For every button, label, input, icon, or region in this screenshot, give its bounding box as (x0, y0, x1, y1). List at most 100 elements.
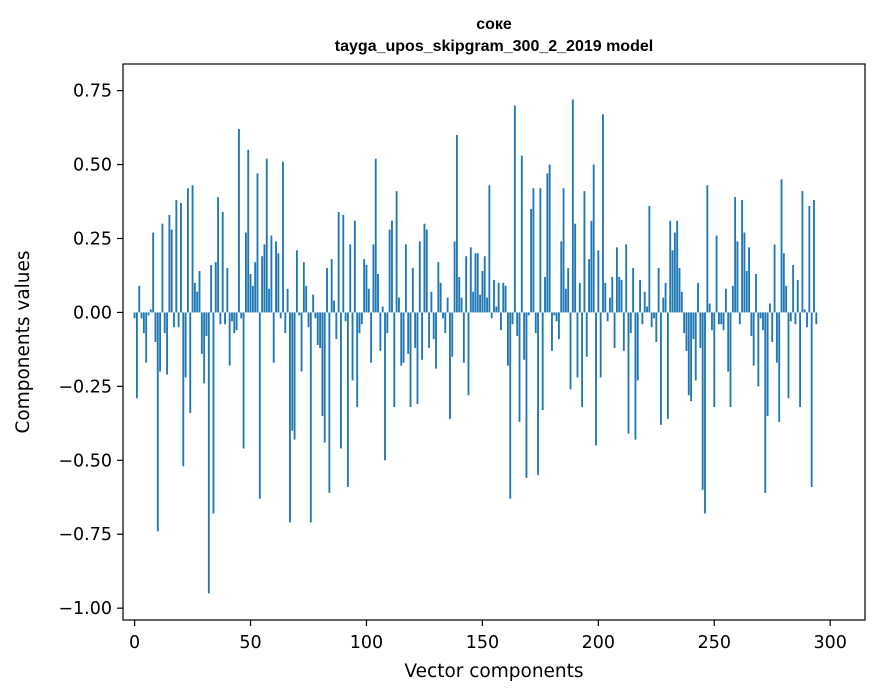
bar (555, 312, 558, 322)
bar (449, 312, 451, 419)
bar (231, 312, 233, 322)
bar (391, 220, 393, 313)
x-tick-label: 250 (698, 633, 731, 653)
bar (544, 276, 546, 313)
bar (444, 312, 447, 334)
bar (476, 253, 479, 313)
bar (152, 232, 155, 313)
bar (458, 276, 461, 313)
y-tick-label: −0.75 (58, 525, 112, 545)
bar (604, 282, 607, 313)
bar (367, 288, 370, 313)
bar (632, 268, 635, 313)
bar (210, 265, 213, 313)
bar (277, 253, 280, 313)
bar (395, 191, 398, 313)
bar (163, 312, 166, 334)
bar (511, 312, 514, 325)
bar (576, 312, 579, 378)
x-tick-label: 0 (129, 633, 140, 653)
bar (666, 312, 669, 419)
bar (541, 312, 544, 411)
bar (439, 282, 442, 313)
bar (715, 235, 718, 313)
bar (599, 312, 602, 378)
bar (437, 262, 440, 313)
bar (567, 268, 570, 313)
bar (743, 232, 746, 313)
bar (423, 223, 426, 313)
bar (597, 250, 600, 313)
bar (741, 200, 744, 313)
bar (546, 173, 549, 313)
y-tick-label: 0.25 (73, 229, 112, 249)
bar (527, 312, 530, 316)
bar (133, 312, 136, 319)
bar (409, 312, 412, 408)
bar (363, 259, 366, 313)
bar (734, 197, 737, 313)
bar (289, 312, 291, 523)
bar (291, 312, 294, 431)
bar (664, 282, 667, 313)
bar (574, 223, 577, 313)
bar (333, 300, 335, 313)
x-tick-label: 300 (814, 633, 847, 653)
y-tick-label: 0.00 (73, 303, 112, 323)
bar (794, 312, 797, 325)
bar (727, 312, 730, 372)
bar (692, 312, 695, 340)
bar (762, 312, 764, 331)
bar (374, 158, 377, 313)
bar (346, 312, 349, 487)
bar (298, 312, 301, 316)
bar (212, 312, 215, 514)
bar (636, 312, 639, 381)
bar (539, 188, 542, 313)
bar (404, 244, 407, 313)
bar (312, 294, 315, 313)
bar (506, 312, 509, 366)
bar (808, 205, 811, 313)
bar (149, 309, 152, 313)
bar (497, 282, 500, 313)
bar (425, 229, 428, 313)
bar (335, 312, 338, 340)
bar (486, 297, 488, 313)
bar (595, 312, 597, 446)
bar (532, 188, 535, 313)
bar (789, 312, 792, 322)
bar (372, 244, 375, 313)
bar (687, 312, 690, 396)
bar (592, 164, 595, 313)
bar (386, 312, 389, 334)
bar (724, 288, 727, 313)
bar (615, 247, 618, 313)
y-axis-label: Components values (13, 250, 34, 433)
bar (520, 155, 523, 313)
y-axis-ticks: −1.00 −0.75 −0.50 −0.25 0.00 0.25 0.50 0.75 (58, 82, 123, 619)
bar (293, 312, 296, 440)
bar (534, 312, 537, 334)
bar (588, 259, 590, 313)
y-tick-label: −1.00 (58, 599, 112, 619)
bar (502, 282, 505, 313)
bar (307, 312, 310, 328)
bar (752, 312, 755, 366)
bar (731, 285, 734, 313)
bar (446, 297, 449, 313)
bar (581, 312, 584, 408)
bar (801, 191, 804, 313)
bar (314, 312, 317, 319)
bar (792, 265, 795, 313)
bar (787, 312, 790, 399)
bar (697, 282, 699, 313)
bar (224, 312, 226, 325)
bar (583, 191, 586, 313)
bar (430, 291, 433, 313)
bar (416, 312, 419, 405)
bar (622, 312, 625, 351)
bar (782, 253, 785, 313)
bar (265, 158, 268, 313)
bar (629, 312, 632, 334)
